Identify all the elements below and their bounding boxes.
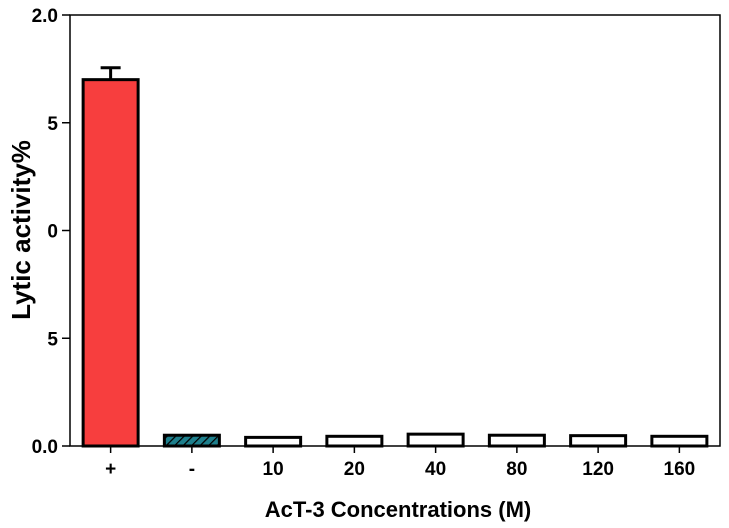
y-tick-label: 0 [47,222,58,243]
bar-5 [406,432,465,448]
plot-border [69,14,721,447]
y-axis-title: Lytic activity% [6,140,36,320]
x-axis-ticks: + - 10 20 40 80 120 160 [105,446,695,480]
x-tick-label: 120 [582,459,614,480]
x-axis-title: AcT-3 Concentrations (M) [265,497,531,522]
bar-7 [569,434,628,448]
y-tick-label: 5 [47,114,58,135]
bar-6 [487,433,546,448]
x-tick-label: 80 [506,459,527,480]
x-tick-label: - [189,459,195,480]
x-tick-label: 20 [344,459,365,480]
y-tick-label: 2.0 [32,6,58,27]
bar-1 [81,78,140,448]
plot-frame [69,14,721,447]
bar-2 [162,433,221,448]
x-tick-label: 160 [664,459,696,480]
bar-3 [244,435,303,448]
y-tick-label: 5 [47,329,58,350]
bar-4 [325,434,384,448]
bars [81,66,709,448]
y-axis-ticks: 0.0 5 0 5 2.0 [32,6,70,458]
x-tick-label: 40 [425,459,446,480]
x-tick-label: + [105,459,116,480]
y-tick-label: 0.0 [32,437,58,458]
x-tick-label: 10 [263,459,284,480]
bar-8 [650,434,709,448]
